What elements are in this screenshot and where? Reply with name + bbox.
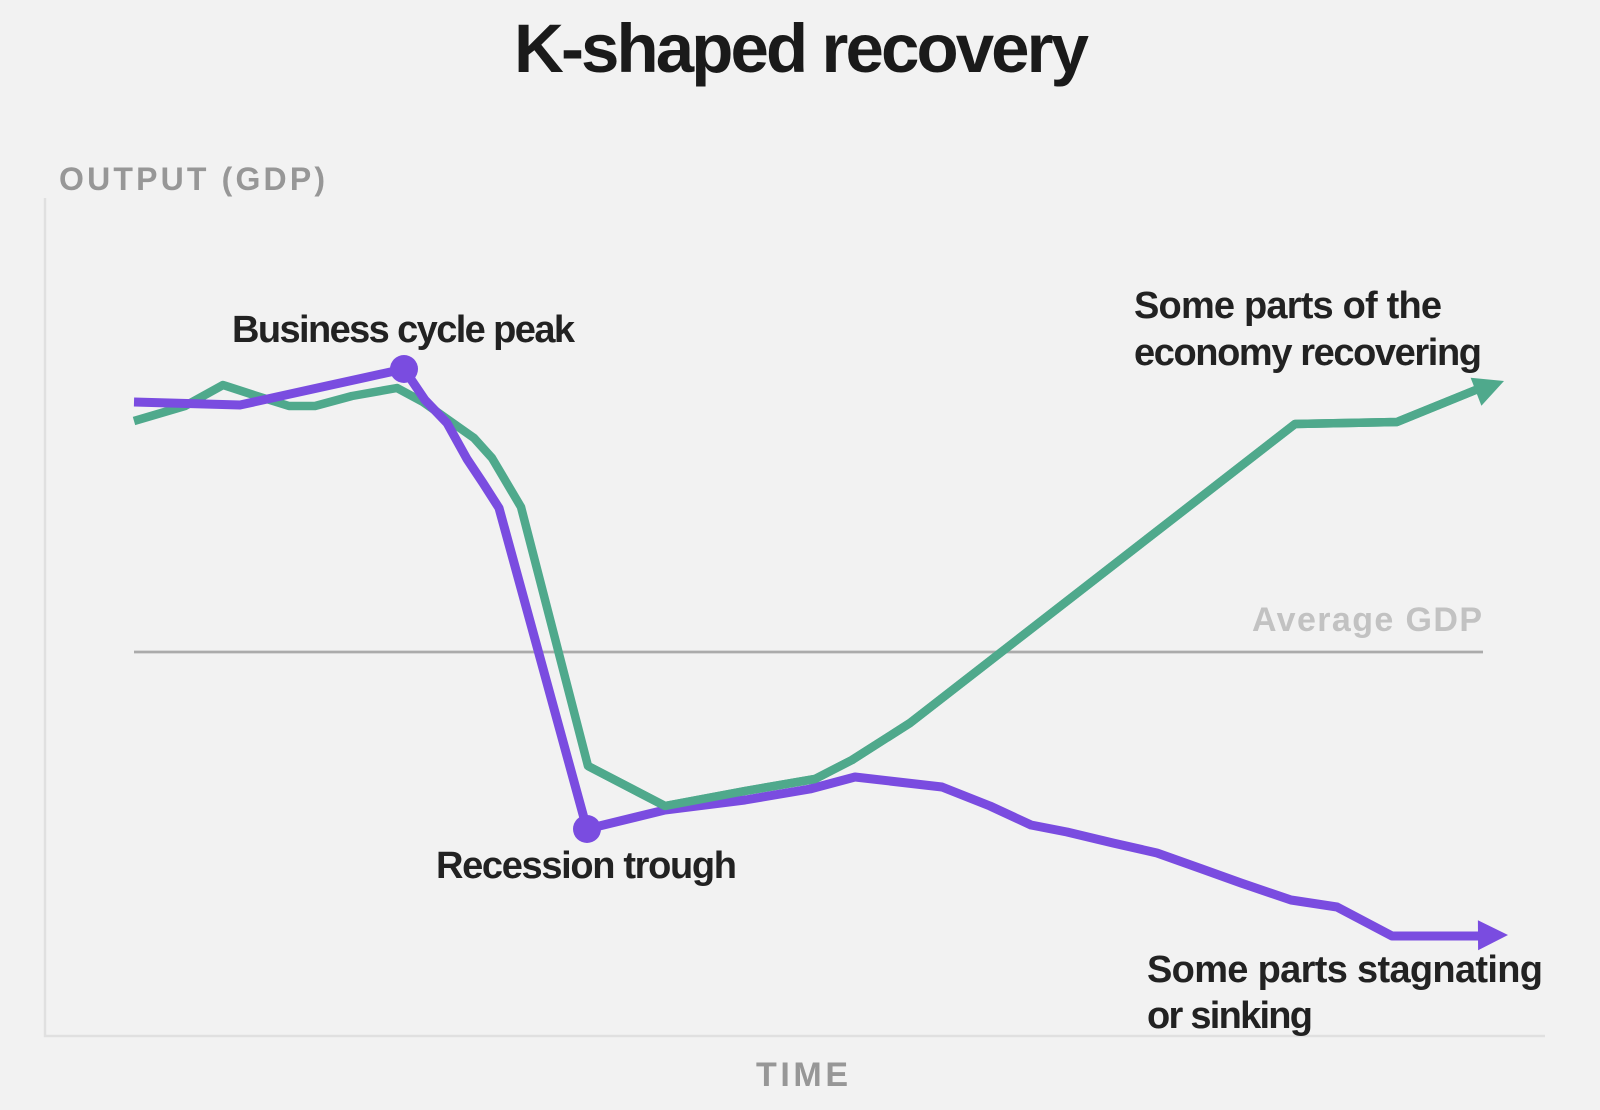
svg-text:TIME: TIME — [756, 1056, 848, 1094]
svg-text:economy recovering: economy recovering — [1134, 332, 1482, 374]
svg-text:Recession trough: Recession trough — [436, 845, 737, 887]
svg-text:OUTPUT (GDP): OUTPUT (GDP) — [59, 161, 325, 197]
svg-text:Average GDP: Average GDP — [1252, 601, 1482, 639]
svg-text:Some parts stagnating: Some parts stagnating — [1147, 949, 1543, 991]
svg-text:Business cycle peak: Business cycle peak — [232, 309, 576, 351]
svg-text:Some parts of the: Some parts of the — [1134, 285, 1442, 327]
svg-text:K-shaped recovery: K-shaped recovery — [514, 10, 1089, 87]
svg-text:or sinking: or sinking — [1147, 995, 1313, 1037]
